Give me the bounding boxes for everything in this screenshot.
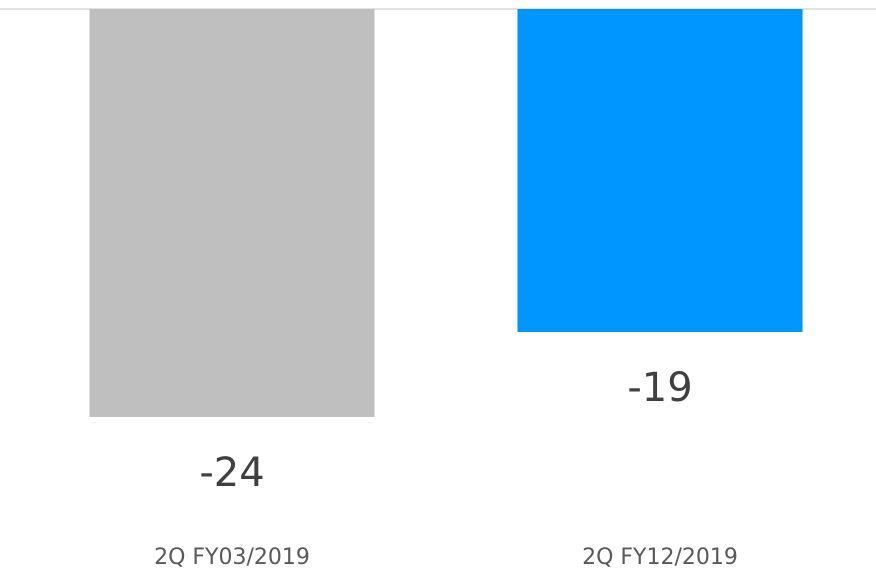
value-label: -24	[199, 450, 264, 496]
bar	[517, 9, 803, 332]
x-tick-label: 2Q FY12/2019	[582, 545, 738, 570]
value-label: -19	[627, 365, 692, 411]
x-tick-label: 2Q FY03/2019	[154, 545, 310, 570]
bar	[89, 9, 375, 417]
